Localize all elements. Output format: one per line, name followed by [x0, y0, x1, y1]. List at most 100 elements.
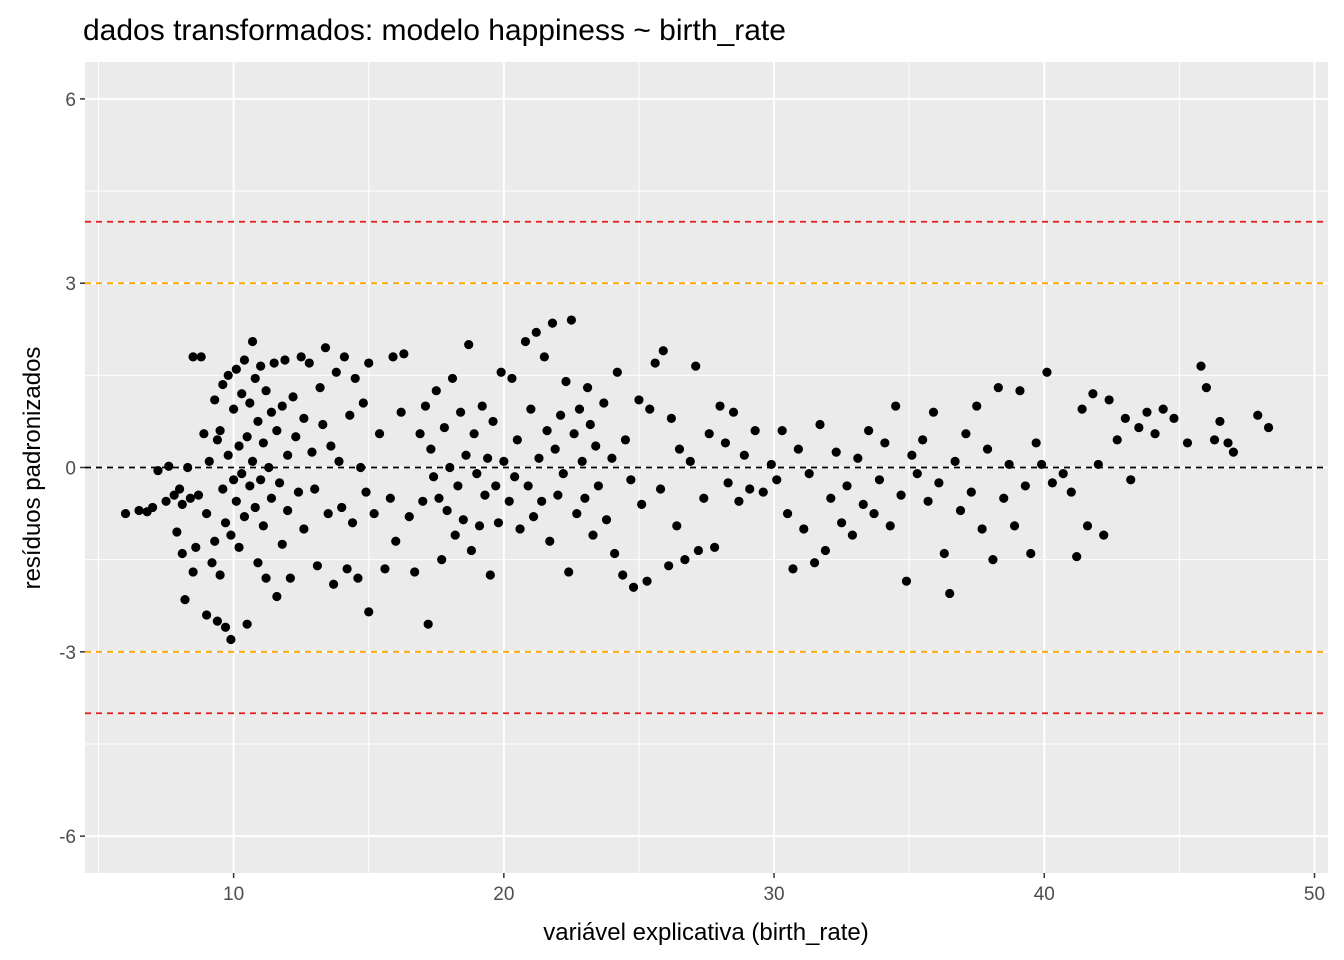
data-point	[266, 493, 277, 503]
data-point	[720, 438, 731, 448]
reference-lines	[85, 220, 1328, 715]
data-point	[1036, 459, 1047, 470]
y-axis: -6 -3 0 3 6	[59, 90, 85, 848]
data-point	[1150, 429, 1160, 439]
data-point	[358, 398, 368, 408]
data-point	[280, 355, 290, 365]
data-point	[869, 508, 879, 519]
data-point	[415, 429, 425, 439]
data-point	[385, 493, 395, 503]
data-point	[258, 438, 268, 448]
data-point	[191, 542, 201, 552]
data-point	[342, 564, 352, 574]
data-point	[972, 401, 982, 411]
data-point	[380, 564, 390, 574]
data-point	[361, 487, 371, 497]
data-point	[574, 404, 585, 414]
data-point	[782, 508, 793, 519]
data-point	[1004, 459, 1014, 470]
data-point	[364, 358, 374, 368]
data-point	[523, 481, 533, 491]
data-point	[745, 484, 755, 494]
data-point	[426, 444, 436, 454]
data-point	[469, 429, 479, 439]
data-point	[618, 570, 628, 580]
data-point	[399, 349, 409, 359]
data-point	[215, 570, 225, 580]
data-point	[472, 469, 482, 479]
y-tick-label: 3	[65, 274, 76, 295]
data-point	[728, 407, 739, 417]
data-point	[334, 456, 344, 466]
data-point	[1126, 475, 1136, 485]
data-point	[161, 496, 171, 506]
data-point	[456, 407, 466, 417]
data-point	[710, 542, 720, 552]
data-point	[1182, 438, 1193, 448]
data-point	[326, 441, 336, 451]
data-point	[793, 444, 803, 454]
data-point	[510, 472, 520, 482]
data-point	[364, 607, 374, 617]
data-point	[174, 484, 185, 494]
data-point	[423, 619, 433, 629]
data-point	[691, 361, 701, 371]
data-point	[1104, 395, 1114, 405]
data-point	[826, 493, 836, 503]
data-point	[396, 407, 406, 417]
data-point	[637, 499, 647, 509]
data-point	[256, 475, 266, 485]
data-point	[199, 429, 209, 439]
data-point	[204, 456, 214, 466]
data-point	[431, 386, 441, 396]
data-point	[196, 352, 206, 362]
data-point	[585, 419, 595, 430]
data-point	[420, 401, 431, 411]
data-point	[1072, 551, 1082, 562]
data-point	[220, 622, 231, 632]
data-point	[353, 573, 363, 583]
data-point	[528, 512, 539, 522]
data-point	[185, 493, 195, 503]
data-point	[531, 327, 541, 337]
data-point	[982, 444, 993, 454]
data-point	[620, 435, 631, 445]
data-point	[993, 383, 1003, 393]
y-tick-label: -6	[59, 827, 76, 848]
data-point	[680, 555, 690, 565]
data-point	[699, 493, 709, 503]
data-point	[499, 456, 509, 466]
data-point	[704, 429, 714, 439]
data-point	[188, 567, 198, 577]
data-point	[299, 524, 309, 534]
data-point	[339, 352, 350, 362]
data-point	[307, 447, 317, 457]
data-point	[928, 407, 939, 417]
data-point	[177, 548, 187, 559]
data-point	[242, 432, 252, 442]
data-point	[466, 545, 477, 556]
data-point	[439, 422, 449, 433]
data-point	[434, 493, 444, 503]
data-point	[458, 515, 468, 525]
data-point	[758, 487, 768, 497]
data-point	[1026, 548, 1036, 559]
data-point	[626, 475, 636, 485]
data-point	[242, 619, 252, 629]
data-point	[650, 358, 660, 368]
data-point	[266, 407, 277, 417]
data-point	[1077, 404, 1087, 414]
data-point	[234, 542, 244, 552]
data-point	[253, 416, 263, 427]
data-point	[261, 573, 271, 583]
data-point	[226, 634, 236, 645]
data-point	[496, 367, 506, 377]
data-point	[1058, 469, 1068, 479]
data-point	[534, 453, 544, 463]
data-point	[188, 352, 198, 362]
data-point	[445, 462, 455, 473]
data-point	[474, 521, 485, 531]
data-point	[520, 336, 531, 347]
